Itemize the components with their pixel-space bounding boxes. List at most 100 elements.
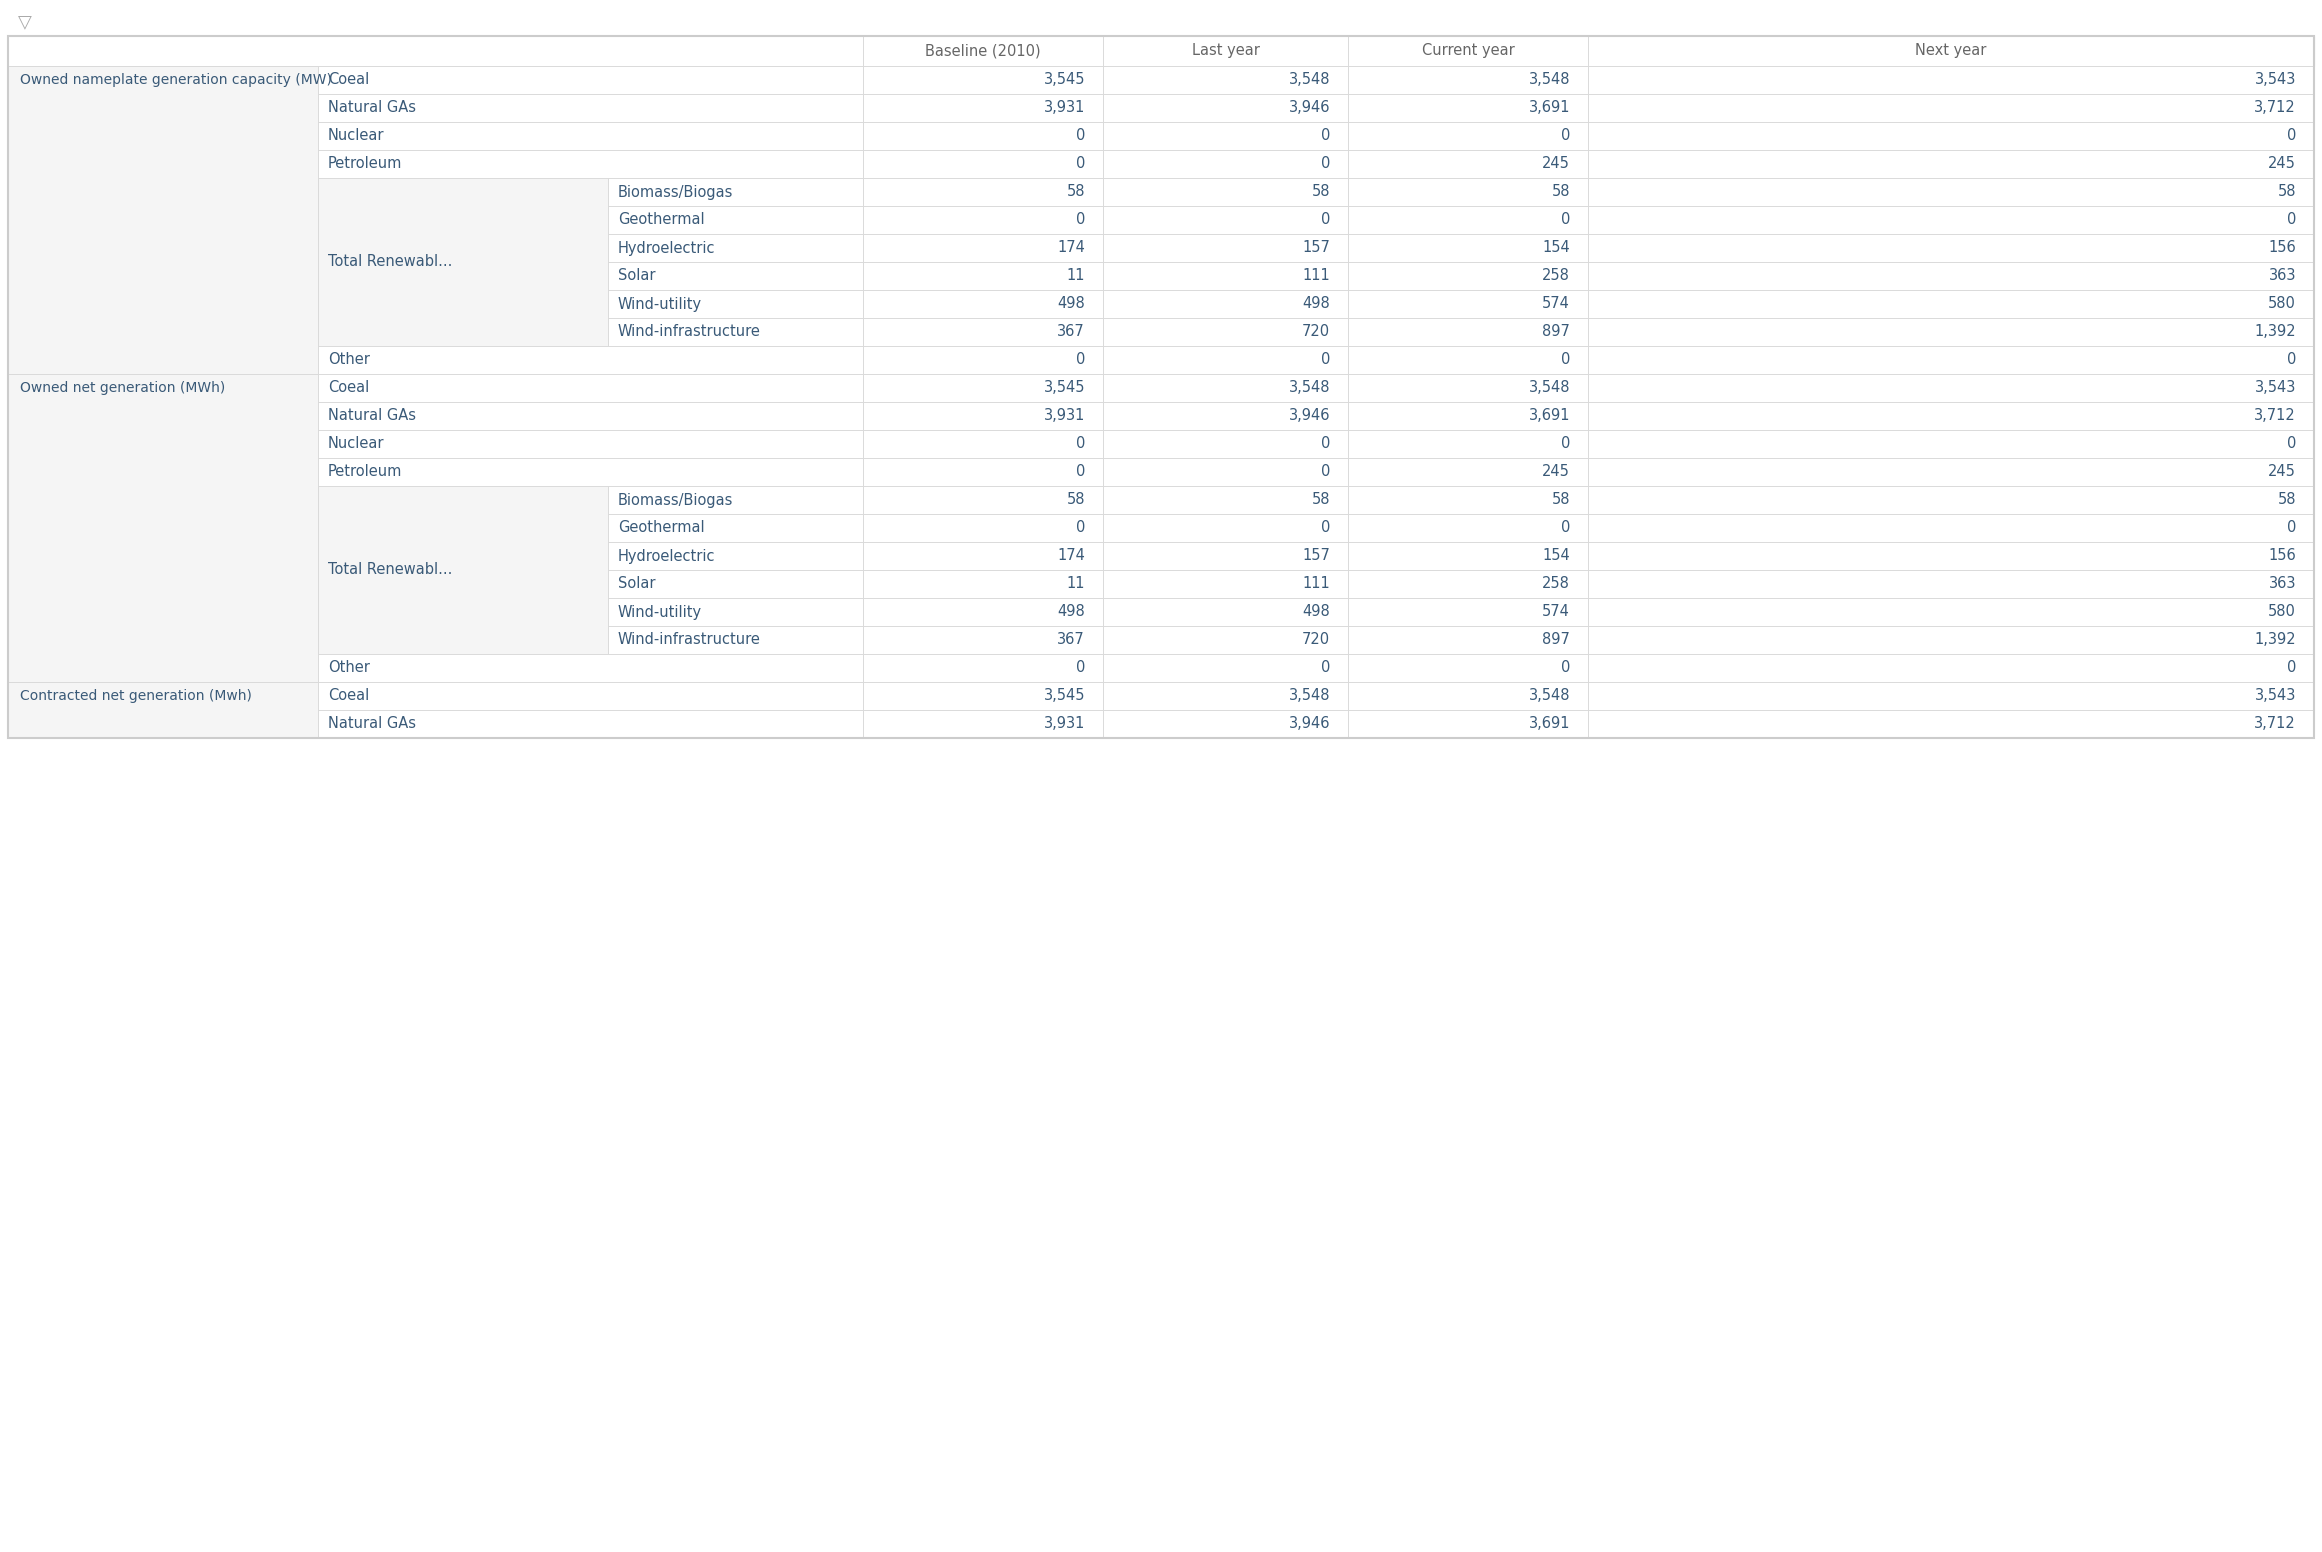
- Bar: [1349, 262, 1588, 290]
- Bar: [318, 67, 864, 95]
- Text: 0: 0: [1560, 661, 1570, 675]
- Bar: [318, 486, 608, 653]
- Bar: [608, 598, 864, 625]
- Text: 498: 498: [1303, 604, 1331, 619]
- Bar: [864, 598, 1103, 625]
- Text: 3,548: 3,548: [1528, 73, 1570, 87]
- Text: 258: 258: [1542, 268, 1570, 284]
- Bar: [7, 374, 318, 681]
- Text: 720: 720: [1303, 633, 1331, 647]
- Bar: [1349, 542, 1588, 570]
- Bar: [1103, 598, 1349, 625]
- Text: 245: 245: [2269, 464, 2296, 480]
- Bar: [608, 514, 864, 542]
- Bar: [1349, 709, 1588, 739]
- Bar: [1103, 709, 1349, 739]
- Bar: [1103, 318, 1349, 346]
- Text: 154: 154: [1542, 548, 1570, 563]
- Bar: [864, 374, 1103, 402]
- Bar: [1588, 178, 2315, 206]
- Text: 0: 0: [1560, 520, 1570, 535]
- Bar: [318, 346, 864, 374]
- Text: 580: 580: [2269, 296, 2296, 312]
- Text: 3,712: 3,712: [2255, 717, 2296, 731]
- Bar: [1349, 514, 1588, 542]
- Bar: [1349, 290, 1588, 318]
- Bar: [318, 123, 864, 151]
- Text: 3,548: 3,548: [1528, 380, 1570, 396]
- Text: 3,931: 3,931: [1043, 408, 1084, 424]
- Bar: [1588, 653, 2315, 681]
- Bar: [1103, 625, 1349, 653]
- Text: ▽: ▽: [19, 12, 33, 31]
- Bar: [1349, 318, 1588, 346]
- Text: 0: 0: [1321, 464, 1331, 480]
- Bar: [608, 290, 864, 318]
- Text: 58: 58: [1312, 185, 1331, 200]
- Bar: [1588, 598, 2315, 625]
- Text: Total Renewabl...: Total Renewabl...: [327, 255, 453, 270]
- Bar: [864, 430, 1103, 458]
- Bar: [1588, 374, 2315, 402]
- Bar: [318, 709, 864, 739]
- Text: 0: 0: [1075, 661, 1084, 675]
- Text: 0: 0: [1321, 661, 1331, 675]
- Text: 0: 0: [1075, 464, 1084, 480]
- Text: 897: 897: [1542, 633, 1570, 647]
- Text: Coeal: Coeal: [327, 689, 369, 703]
- Bar: [1588, 206, 2315, 234]
- Text: Next year: Next year: [1916, 43, 1988, 59]
- Bar: [864, 570, 1103, 598]
- Text: 0: 0: [2287, 436, 2296, 452]
- Text: Owned nameplate generation capacity (MW): Owned nameplate generation capacity (MW): [21, 73, 332, 87]
- Bar: [864, 67, 1103, 95]
- Bar: [318, 653, 864, 681]
- Bar: [1349, 681, 1588, 709]
- Text: Wind-infrastructure: Wind-infrastructure: [618, 324, 762, 340]
- Bar: [864, 346, 1103, 374]
- Bar: [864, 262, 1103, 290]
- Text: Total Renewabl...: Total Renewabl...: [327, 562, 453, 577]
- Bar: [1349, 178, 1588, 206]
- Bar: [7, 67, 318, 374]
- Text: 58: 58: [1551, 185, 1570, 200]
- Bar: [864, 653, 1103, 681]
- Text: 0: 0: [1321, 352, 1331, 368]
- Text: 156: 156: [2269, 548, 2296, 563]
- Bar: [1349, 36, 1588, 67]
- Text: 3,931: 3,931: [1043, 717, 1084, 731]
- Bar: [608, 542, 864, 570]
- Text: 0: 0: [1075, 129, 1084, 143]
- Bar: [1588, 625, 2315, 653]
- Bar: [864, 318, 1103, 346]
- Bar: [318, 374, 864, 402]
- Text: 11: 11: [1066, 576, 1084, 591]
- Text: 0: 0: [1075, 520, 1084, 535]
- Bar: [1103, 262, 1349, 290]
- Text: Wind-utility: Wind-utility: [618, 296, 701, 312]
- Text: Owned net generation (MWh): Owned net generation (MWh): [21, 380, 225, 396]
- Bar: [608, 625, 864, 653]
- Bar: [864, 458, 1103, 486]
- Bar: [1588, 36, 2315, 67]
- Bar: [1103, 36, 1349, 67]
- Text: 0: 0: [1321, 436, 1331, 452]
- Text: Hydroelectric: Hydroelectric: [618, 241, 715, 256]
- Bar: [1349, 234, 1588, 262]
- Text: 0: 0: [2287, 661, 2296, 675]
- Text: Petroleum: Petroleum: [327, 464, 402, 480]
- Bar: [1349, 625, 1588, 653]
- Bar: [1588, 486, 2315, 514]
- Text: Coeal: Coeal: [327, 380, 369, 396]
- Text: Other: Other: [327, 352, 369, 368]
- Bar: [1103, 178, 1349, 206]
- Bar: [864, 514, 1103, 542]
- Bar: [1103, 402, 1349, 430]
- Bar: [864, 178, 1103, 206]
- Text: 58: 58: [2278, 185, 2296, 200]
- Bar: [1103, 95, 1349, 123]
- Bar: [1103, 290, 1349, 318]
- Text: 0: 0: [1560, 213, 1570, 228]
- Text: Natural GAs: Natural GAs: [327, 717, 416, 731]
- Bar: [864, 95, 1103, 123]
